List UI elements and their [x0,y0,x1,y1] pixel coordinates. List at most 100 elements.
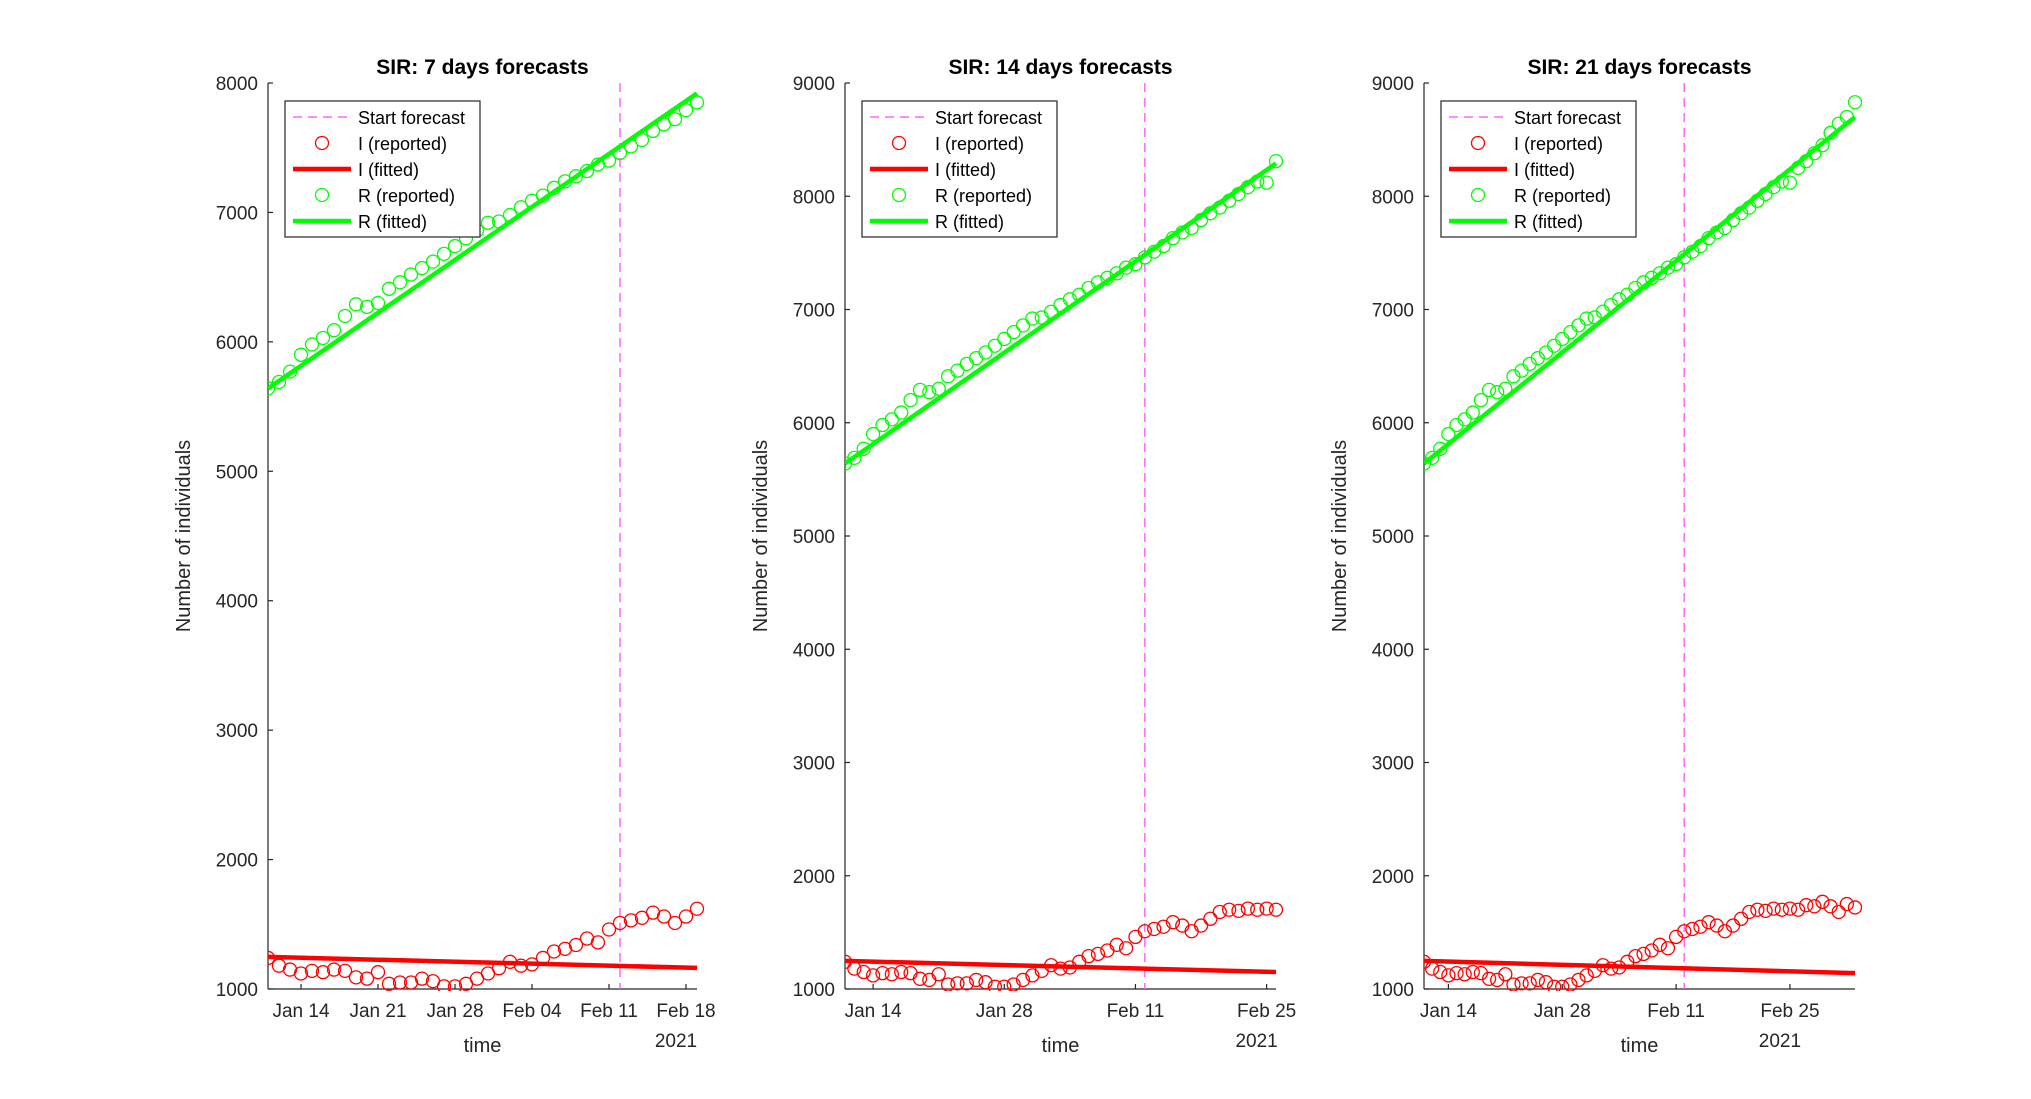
data-point-i-reported [1231,903,1246,919]
data-point-r-reported [447,238,463,254]
data-point-r-reported [1268,153,1284,169]
y-tick-label: 1000 [216,980,258,1001]
x-tick-label: Jan 28 [426,1001,483,1022]
y-tick-label: 3000 [793,754,835,775]
data-point-r-reported [1118,260,1134,275]
data-point-i-reported [1433,964,1448,980]
x-tick-label: Feb 18 [656,1001,715,1022]
data-point-i-reported [678,909,694,924]
data-point-i-reported [1636,946,1651,962]
chart-panel-2: SIR: 14 days forecasts 1000 2000 3000 4000 50… [750,56,1296,1057]
x-tick-label: Jan 28 [1534,1001,1591,1022]
y-tick-label: 8000 [793,187,835,208]
data-point-r-reported [1433,441,1448,456]
data-point-r-reported [1571,318,1586,333]
data-point-i-reported [381,976,397,991]
data-point-i-reported [1538,975,1554,990]
legend-swatch-marker [314,187,330,203]
legend-label: R (reported) [1514,186,1611,206]
data-point-r-reported [847,450,862,466]
plot-area [268,83,705,991]
data-point-i-reported [348,970,364,985]
data-point-i-reported [1766,901,1781,916]
data-point-i-reported [1652,937,1667,952]
data-point-i-reported [392,975,408,990]
data-point-i-reported [1660,941,1676,956]
y-tick-label: 1000 [1372,980,1414,1001]
data-point-r-reported [912,382,928,398]
data-point-r-reported [875,417,890,433]
data-point-r-reported [1815,138,1830,153]
data-point-r-reported [940,369,956,384]
legend-label: R (reported) [358,186,455,206]
y-tick-label: 2000 [793,867,835,888]
data-point-i-reported [1628,949,1643,964]
x-tick-label: Jan 14 [272,1001,329,1022]
data-point-i-reported [1212,904,1227,920]
data-point-r-reported [1441,426,1456,442]
series-line-i-fitted [268,954,698,971]
data-point-r-reported [1660,260,1676,275]
data-point-i-reported [1137,924,1152,939]
legend-swatch-marker [1470,187,1486,203]
chart-title: SIR: 7 days forecasts [376,56,588,79]
data-point-r-reported [1782,175,1798,190]
data-point-r-reported [894,405,909,420]
data-point-i-reported [1449,965,1464,981]
data-point-i-reported [326,962,342,977]
data-point-i-reported [601,922,617,937]
data-point-r-reported [959,356,974,372]
data-point-r-reported [1847,95,1863,110]
legend-label: I (reported) [1514,134,1603,154]
data-point-i-reported [1203,911,1218,926]
legend: Start forecast I (reported) I (fitted) R (r… [861,100,1058,238]
y-tick-label: 9000 [793,74,835,95]
data-point-i-reported [1259,901,1274,916]
data-point-i-reported [969,972,984,988]
x-tick-label: Jan 28 [976,1001,1033,1022]
y-tick-label: 7000 [216,203,258,224]
data-point-i-reported [912,971,928,986]
data-point-i-reported [903,965,918,981]
y-tick-label: 1000 [793,980,835,1001]
y-tick-label: 7000 [1372,301,1414,322]
data-point-i-reported [1081,949,1096,964]
data-point-i-reported [1015,972,1031,988]
legend-label: I (fitted) [935,160,996,180]
x-axis-year-label: 2021 [1759,1031,1801,1052]
data-point-i-reported [1750,902,1765,917]
data-point-i-reported [1147,921,1162,937]
data-point-i-reported [894,964,909,980]
data-point-r-reported [1015,318,1031,333]
legend-label: I (fitted) [1514,160,1575,180]
y-tick-label: 9000 [1372,74,1414,95]
x-tick-label: Feb 25 [1760,1001,1819,1022]
data-point-i-reported [1457,967,1472,982]
y-axis-label: Number of individuals [750,440,772,632]
x-tick-label: Feb 25 [1237,1001,1296,1022]
data-point-i-reported [623,913,639,928]
data-point-i-reported [590,935,606,950]
legend-swatch-marker [314,135,330,151]
y-tick-label: 4000 [216,592,258,613]
x-tick-label: Jan 14 [1420,1001,1477,1022]
data-point-i-reported [667,915,683,931]
series-line-i-fitted [1424,958,1856,976]
data-point-i-reported [1025,968,1040,983]
data-point-r-reported [1579,311,1594,326]
data-point-r-reported [969,351,984,366]
data-point-i-reported [865,968,881,983]
y-tick-label: 8000 [216,74,258,95]
data-point-i-reported [1831,904,1846,920]
series-line-i-fitted [845,958,1277,975]
data-point-i-reported [304,963,320,979]
data-point-r-reported [381,281,397,296]
data-point-i-reported [1465,964,1480,980]
data-point-i-reported [1530,972,1545,988]
data-point-r-reported [1490,385,1505,400]
data-point-r-reported [667,112,683,127]
x-axis-year-label: 2021 [1235,1031,1277,1052]
data-point-i-reported [359,971,375,986]
data-point-i-reported [931,967,946,982]
